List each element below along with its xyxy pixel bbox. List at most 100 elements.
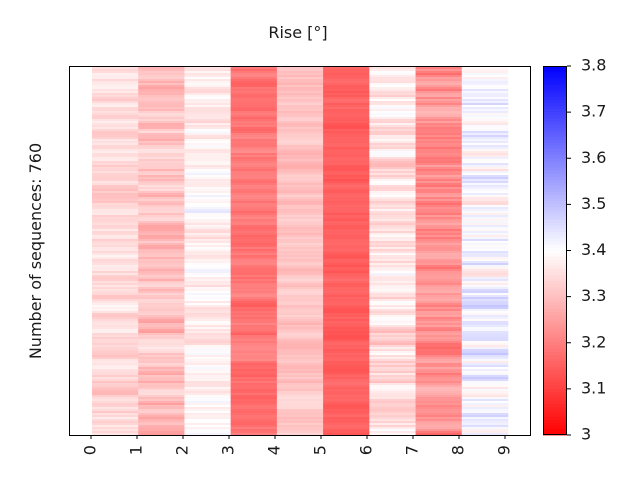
heatmap-cell xyxy=(461,257,509,260)
heatmap-cell xyxy=(323,189,370,192)
heatmap-cell xyxy=(415,331,463,334)
heatmap-cell xyxy=(323,395,370,398)
heatmap-cell xyxy=(323,423,370,426)
heatmap-cell xyxy=(138,147,185,150)
heatmap-cell xyxy=(138,109,185,112)
heatmap-cell xyxy=(369,217,416,220)
heatmap-cell xyxy=(369,281,416,284)
heatmap-cell xyxy=(461,171,509,174)
heatmap-cell xyxy=(184,417,231,420)
heatmap-cell xyxy=(92,315,139,318)
heatmap-cell xyxy=(461,101,509,104)
heatmap-cell xyxy=(323,145,370,148)
heatmap-cell xyxy=(461,341,509,344)
heatmap-cell xyxy=(415,251,463,254)
heatmap-cell xyxy=(369,293,416,296)
heatmap-cell xyxy=(461,227,509,230)
heatmap-cell xyxy=(415,243,463,246)
heatmap-cell xyxy=(276,113,324,116)
heatmap-cell xyxy=(184,407,231,410)
heatmap-cell xyxy=(230,141,278,144)
heatmap-cell xyxy=(415,279,463,282)
heatmap-cell xyxy=(184,147,231,150)
heatmap-cell xyxy=(461,133,509,136)
heatmap-cell xyxy=(184,365,231,368)
heatmap-cell xyxy=(230,157,278,160)
heatmap-cell xyxy=(323,247,370,250)
heatmap-cell xyxy=(92,387,139,390)
heatmap-cell xyxy=(138,323,185,326)
heatmap-cell xyxy=(461,151,509,154)
heatmap-cell xyxy=(415,327,463,330)
heatmap-cell xyxy=(415,197,463,200)
heatmap-cell xyxy=(369,163,416,166)
heatmap-cell xyxy=(323,405,370,408)
heatmap-cell xyxy=(369,399,416,402)
heatmap-cell xyxy=(415,85,463,88)
heatmap-cell xyxy=(184,193,231,196)
heatmap-cell xyxy=(230,387,278,390)
heatmap-cell xyxy=(138,407,185,410)
heatmap-cell xyxy=(276,333,324,336)
heatmap-cell xyxy=(184,387,231,390)
heatmap-cell xyxy=(461,349,509,352)
heatmap-cell xyxy=(184,83,231,86)
heatmap-cell xyxy=(138,281,185,284)
heatmap-cell xyxy=(415,229,463,232)
heatmap-cell xyxy=(138,379,185,382)
heatmap-cell xyxy=(415,89,463,92)
heatmap-cell xyxy=(276,205,324,208)
colorbar-segment xyxy=(543,216,567,221)
heatmap-cell xyxy=(138,373,185,376)
heatmap-cell xyxy=(92,183,139,186)
heatmap-cell xyxy=(461,93,509,96)
colorbar-segment xyxy=(543,115,567,119)
heatmap-cell xyxy=(184,315,231,318)
heatmap-cell xyxy=(230,367,278,370)
heatmap-cell xyxy=(461,245,509,248)
heatmap-cell xyxy=(276,335,324,338)
heatmap-cell xyxy=(138,383,185,386)
heatmap-cell xyxy=(92,349,139,352)
heatmap-cell xyxy=(138,105,185,108)
heatmap-cell xyxy=(461,255,509,258)
heatmap-cell xyxy=(276,407,324,410)
heatmap-cell xyxy=(369,177,416,180)
heatmap-cell xyxy=(92,109,139,112)
heatmap-cell xyxy=(461,289,509,292)
heatmap-cell xyxy=(461,177,509,180)
colorbar-segment xyxy=(543,431,567,436)
colorbar-segment xyxy=(543,367,567,371)
heatmap-cell xyxy=(92,365,139,368)
heatmap-cell xyxy=(230,433,278,436)
heatmap-cell xyxy=(276,309,324,312)
heatmap-cell xyxy=(369,269,416,272)
heatmap-cell xyxy=(461,317,509,320)
heatmap-cell xyxy=(323,229,370,232)
heatmap-cell xyxy=(369,67,416,70)
heatmap-cell xyxy=(415,231,463,234)
heatmap-cell xyxy=(184,95,231,98)
heatmap-cell xyxy=(276,101,324,104)
heatmap-cell xyxy=(184,241,231,244)
heatmap-cell xyxy=(415,147,463,150)
heatmap-cell xyxy=(415,387,463,390)
heatmap-cell xyxy=(276,329,324,332)
colorbar-segment xyxy=(543,290,567,294)
heatmap-cell xyxy=(369,109,416,112)
heatmap-cell xyxy=(276,323,324,326)
heatmap-cell xyxy=(138,429,185,432)
heatmap-cell xyxy=(138,329,185,332)
heatmap-cell xyxy=(461,223,509,226)
colorbar-segment xyxy=(543,312,567,316)
heatmap-cell xyxy=(276,159,324,162)
heatmap-cell xyxy=(138,231,185,234)
heatmap-cell xyxy=(184,159,231,162)
colorbar-segment xyxy=(543,327,567,331)
heatmap-cell xyxy=(92,117,139,120)
colorbar-segment xyxy=(543,321,567,325)
heatmap-cell xyxy=(415,131,463,134)
heatmap-cell xyxy=(230,381,278,384)
heatmap-cell xyxy=(369,413,416,416)
heatmap-cell xyxy=(92,307,139,310)
